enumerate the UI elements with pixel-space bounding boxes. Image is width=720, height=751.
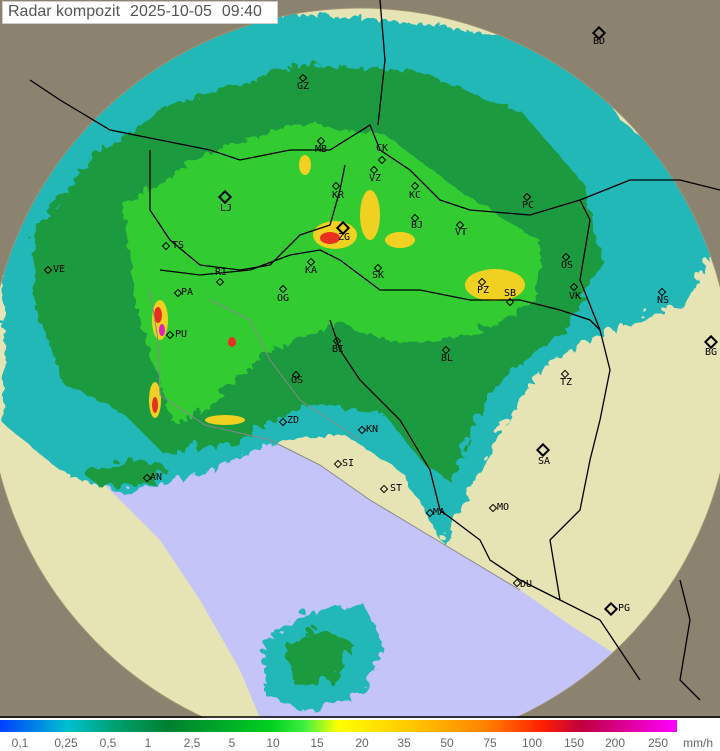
- city-label: LJ: [219, 203, 233, 214]
- city-label: SK: [371, 270, 385, 281]
- legend-tick-label: 250: [647, 736, 669, 750]
- legend-tick-label: 35: [397, 736, 411, 750]
- city-label: NS: [656, 295, 670, 306]
- city-label: VE: [52, 264, 66, 275]
- extreme-rain-cell: [159, 324, 165, 336]
- legend-tick-label: 2,5: [183, 736, 201, 750]
- legend-tick-label: 5: [228, 736, 236, 750]
- city-label: SB: [503, 288, 517, 299]
- city-label: MB: [314, 144, 328, 155]
- city-label: TZ: [559, 377, 573, 388]
- legend-tick-label: 1: [144, 736, 152, 750]
- city-label: SA: [537, 456, 551, 467]
- title-text: Radar kompozit: [8, 3, 121, 20]
- legend-tick-label: 10: [266, 736, 280, 750]
- city-label: KN: [365, 424, 379, 435]
- city-label: GS: [290, 375, 304, 386]
- legend-tick-label: 20: [355, 736, 369, 750]
- city-label: MA: [432, 507, 446, 518]
- city-label: KR: [331, 190, 345, 201]
- city-label: BG: [704, 347, 718, 358]
- city-label: SI: [341, 458, 355, 469]
- legend-tick-label: 75: [483, 736, 497, 750]
- legend-tick-label: 50: [440, 736, 454, 750]
- legend-tick-label: 0,5: [99, 736, 117, 750]
- legend-tick-label: 150: [563, 736, 585, 750]
- legend-unit: mm/h: [683, 736, 713, 750]
- city-label: PZ: [476, 285, 490, 296]
- city-label: PU: [174, 329, 188, 340]
- city-label: ST: [389, 483, 403, 494]
- city-label: OG: [276, 293, 290, 304]
- city-label: ZD: [286, 415, 300, 426]
- legend-tick-label: 100: [521, 736, 543, 750]
- city-label: MO: [496, 502, 510, 513]
- radar-map: [0, 0, 720, 718]
- city-label: TS: [171, 240, 185, 251]
- title-time: 09:40: [221, 3, 262, 20]
- city-label: ZG: [337, 232, 351, 243]
- city-label: PA: [180, 287, 194, 298]
- city-label: DU: [519, 579, 533, 590]
- city-label: PG: [617, 603, 631, 614]
- city-label: PC: [521, 200, 535, 211]
- city-label: CK: [375, 143, 389, 154]
- title-date: 2025-10-05: [130, 3, 212, 20]
- country-borders: [29, 0, 720, 701]
- city-label: OS: [560, 260, 574, 271]
- city-label: BJ: [410, 220, 424, 231]
- city-label: KC: [408, 190, 422, 201]
- city-label: BD: [592, 36, 606, 47]
- legend-tick-label: 200: [604, 736, 626, 750]
- city-label: RI: [214, 267, 228, 278]
- adriatic-sea: [40, 300, 642, 718]
- city-label: BL: [440, 353, 454, 364]
- legend-tick-label: 15: [310, 736, 324, 750]
- intense-rain-cells: [152, 232, 340, 413]
- legend-tick-label: 0,1: [11, 736, 29, 750]
- radar-echo-an: [80, 455, 165, 485]
- city-label: KA: [304, 265, 318, 276]
- map-title: Radar kompozit 2025-10-05 09:40: [2, 1, 278, 24]
- radar-echo-south-green: [280, 625, 350, 680]
- city-label: VZ: [368, 173, 382, 184]
- legend-tick-label: 0,25: [54, 736, 78, 750]
- legend-color-scale: [0, 720, 677, 732]
- city-label: VT: [454, 227, 468, 238]
- city-label: VK: [568, 291, 582, 302]
- city-label: BI: [331, 344, 345, 355]
- city-label: GZ: [296, 81, 310, 92]
- coastline: [149, 289, 521, 591]
- city-label: AN: [149, 472, 163, 483]
